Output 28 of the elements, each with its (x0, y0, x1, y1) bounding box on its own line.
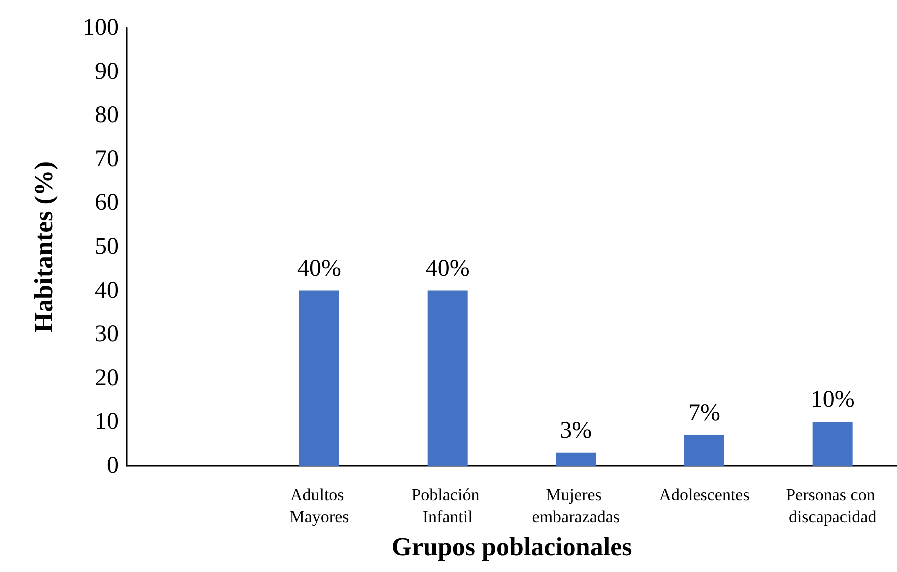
data-label: 40% (426, 256, 470, 282)
x-tick-label: Adolescentes (659, 486, 750, 504)
y-tick-label: 50 (95, 234, 119, 260)
y-tick-label: 100 (83, 15, 119, 41)
x-tick-label: Adultos Mayores (290, 486, 350, 526)
y-tick-label: 0 (107, 453, 119, 479)
data-label: 40% (298, 256, 342, 282)
data-label: 10% (810, 387, 855, 414)
y-tick-label: 40 (95, 278, 119, 304)
x-tick-label: Mujeres embarazadas (532, 486, 620, 526)
bar (684, 435, 724, 466)
bar (556, 452, 596, 466)
y-tick-label: 30 (95, 322, 119, 348)
x-tick-label: Personas con discapacidad (786, 486, 880, 526)
y-tick-label: 60 (95, 190, 119, 216)
y-axis-title: Habitantes (%) (30, 161, 58, 333)
bar (300, 290, 340, 466)
y-tick-label: 10 (95, 409, 119, 436)
y-tick-label: 70 (95, 146, 119, 172)
data-label: 7% (688, 400, 720, 426)
x-axis-title: Grupos poblacionales (392, 532, 632, 562)
bar (812, 422, 853, 466)
y-tick-label: 80 (95, 102, 119, 129)
y-tick-label: 90 (95, 58, 119, 85)
bar (428, 290, 468, 466)
data-label: 3% (560, 418, 592, 444)
y-tick-label: 20 (95, 365, 119, 392)
x-tick-label: Población Infantil (412, 486, 484, 526)
